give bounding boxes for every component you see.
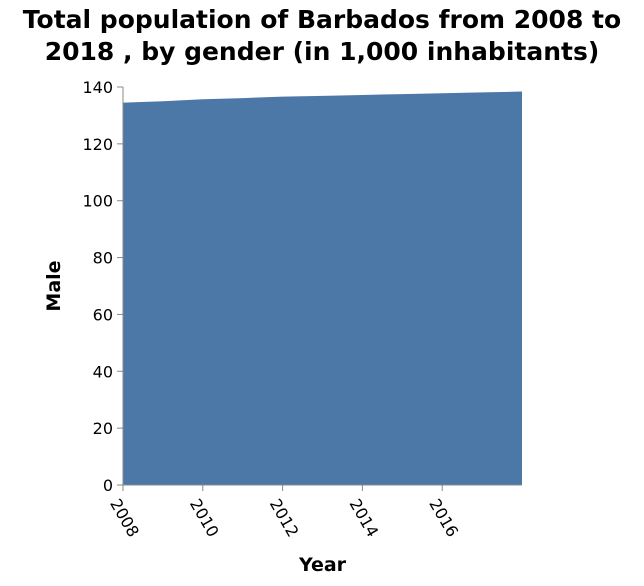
x-tick-label: 2014 <box>346 496 383 541</box>
y-tick-label: 120 <box>82 135 113 154</box>
y-tick-label: 40 <box>93 362 113 381</box>
x-tick-label: 2012 <box>266 496 303 541</box>
plot-area: 0 20 40 60 80 100 120 140 2008 2010 2012 2014 2016 <box>82 78 522 540</box>
x-tick-label: 2010 <box>186 496 223 541</box>
y-tick-label: 80 <box>93 249 113 268</box>
chart-title: Total population of Barbados from 2008 t… <box>0 4 644 68</box>
y-tick-label: 140 <box>82 78 113 97</box>
chart-title-line-2: 2018 , by gender (in 1,000 inhabitants) <box>44 37 600 66</box>
chart-title-line-1: Total population of Barbados from 2008 t… <box>22 5 622 34</box>
y-tick-label: 0 <box>103 476 113 495</box>
y-axis-title: Male <box>43 260 65 311</box>
y-tick-label: 100 <box>82 192 113 211</box>
area-series-male <box>123 91 522 485</box>
y-tick-label: 20 <box>93 419 113 438</box>
x-tick-label: 2016 <box>425 496 462 541</box>
x-axis-title: Year <box>298 554 347 576</box>
x-tick-label: 2008 <box>106 496 143 541</box>
y-tick-label: 60 <box>93 305 113 324</box>
